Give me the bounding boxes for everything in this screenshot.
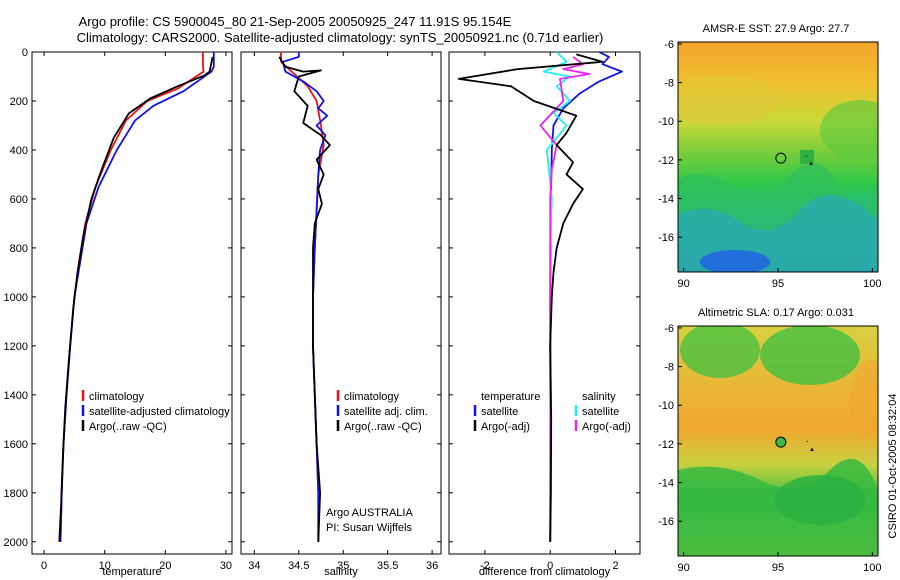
map-lat-label: -10	[658, 400, 674, 412]
y-tick-label: 1200	[4, 341, 28, 353]
y-tick-label: 1400	[4, 390, 28, 402]
legend-label: climatology	[89, 391, 145, 403]
map-lat-label: -14	[658, 478, 674, 490]
map-lon-label: 100	[863, 562, 881, 574]
map-symbol: ·	[806, 436, 809, 447]
legend-label: satellite adj. clim.	[344, 406, 428, 418]
x-tick-label: 35	[337, 560, 349, 572]
map-symbol: ▲	[808, 161, 814, 167]
y-tick-label: 400	[10, 145, 28, 157]
sla-map-panel: Altimetric SLA: 0.17 Argo: 0.031 90 95 100…	[658, 307, 881, 574]
x-axis-label: salinity	[324, 566, 358, 578]
map-lat-label: -10	[658, 116, 674, 128]
footer-credit: CSIRO 01-Oct-2005 08:32:04	[887, 394, 899, 539]
series-line-temperature-satellite	[549, 51, 623, 542]
x-tick-label: 34.5	[288, 560, 309, 572]
y-tick-label: 600	[10, 194, 28, 206]
map-lat-label: -6	[664, 39, 674, 51]
map-lon-label: 100	[863, 278, 881, 290]
x-tick-label: 30	[220, 560, 232, 572]
figure-title-line1: Argo profile: CS 5900045_80 21-Sep-2005 …	[79, 14, 512, 29]
x-tick-label: 10	[99, 560, 111, 572]
argo-position-marker	[775, 436, 787, 448]
y-tick-label: 1600	[4, 439, 28, 451]
map-lon-label: 95	[772, 278, 784, 290]
map-lat-label: -12	[658, 439, 674, 451]
sst-map-panel: AMSR-E SST: 27.9 Argo: 27.7 90 95 100 -6 -8 -…	[658, 23, 881, 290]
y-tick-label: 1000	[4, 292, 28, 304]
legend-label: Argo(-adj)	[582, 421, 631, 433]
figure-title-line2: Climatology: CARS2000. Satellite-adjuste…	[77, 30, 604, 45]
float-annotation: Argo AUSTRALIA	[326, 507, 413, 519]
y-tick-label: 2000	[4, 537, 28, 549]
map-lon-label: 90	[678, 562, 690, 574]
plot-frame	[31, 51, 233, 555]
map-lon-label: 95	[772, 562, 784, 574]
x-tick-label: -2	[480, 560, 490, 572]
series-line-temperature-argo-adj-	[457, 53, 604, 542]
float-annotation: PI: Susan Wijffels	[326, 522, 412, 534]
map-lat-label: -14	[658, 194, 674, 206]
plot-frame	[240, 51, 442, 555]
y-tick-label: 0	[22, 47, 28, 59]
x-axis-label: difference from climatology	[479, 566, 611, 578]
y-tick-label: 200	[10, 96, 28, 108]
argo-position-marker	[775, 152, 787, 164]
legend-label: satellite	[481, 406, 518, 418]
map-symbol: ▲	[809, 447, 815, 453]
legend-label: satellite-adjusted climatology	[89, 406, 230, 418]
legend-label: satellite	[582, 406, 619, 418]
x-tick-label: 0	[547, 560, 553, 572]
x-tick-label: 35.5	[377, 560, 398, 572]
legend-label: Argo(..raw -QC)	[344, 421, 422, 433]
legend-heading: salinity	[582, 391, 616, 403]
map-lat-label: -8	[664, 362, 674, 374]
sla-map-title: Altimetric SLA: 0.17 Argo: 0.031	[698, 307, 854, 319]
legend-label: Argo(..raw -QC)	[89, 421, 167, 433]
x-axis-label: temperature	[102, 566, 161, 578]
legend-heading: temperature	[481, 391, 540, 403]
series-line-argo-raw-qc-	[278, 56, 331, 542]
map-lat-label: -8	[664, 78, 674, 90]
y-tick-label: 1800	[4, 488, 28, 500]
x-tick-label: 2	[612, 560, 618, 572]
series-line-salinity-satellite	[542, 51, 571, 542]
legend-label: Argo(-adj)	[481, 421, 530, 433]
sst-map-title: AMSR-E SST: 27.9 Argo: 27.7	[703, 23, 850, 35]
map-lon-label: 90	[678, 278, 690, 290]
series-line-satellite-adjusted-climatology	[59, 52, 215, 542]
x-tick-label: 36	[426, 560, 438, 572]
salinity-panel: 34 34.5 35 35.5 36 salinity climatology satelli…	[240, 51, 442, 578]
series-line-argo-raw-qc-	[58, 56, 214, 542]
y-tick-label: 800	[10, 243, 28, 255]
map-lat-label: -16	[658, 516, 674, 528]
x-tick-label: 34	[248, 560, 260, 572]
x-tick-label: 0	[41, 560, 47, 572]
sla-field	[678, 326, 878, 556]
plot-frame	[448, 51, 641, 555]
sst-field	[678, 42, 878, 272]
map-lat-label: -16	[658, 232, 674, 244]
x-tick-label: 20	[159, 560, 171, 572]
series-line-salinity-argo-adj-	[539, 56, 591, 542]
legend-label: climatology	[344, 391, 400, 403]
map-lat-label: -6	[664, 323, 674, 335]
map-lat-label: -12	[658, 155, 674, 167]
map-symbol: ·	[805, 151, 808, 162]
temperature-panel: 0 10 20 30 temperature 0 200 400 600 800 1000 1200 1…	[4, 47, 233, 578]
